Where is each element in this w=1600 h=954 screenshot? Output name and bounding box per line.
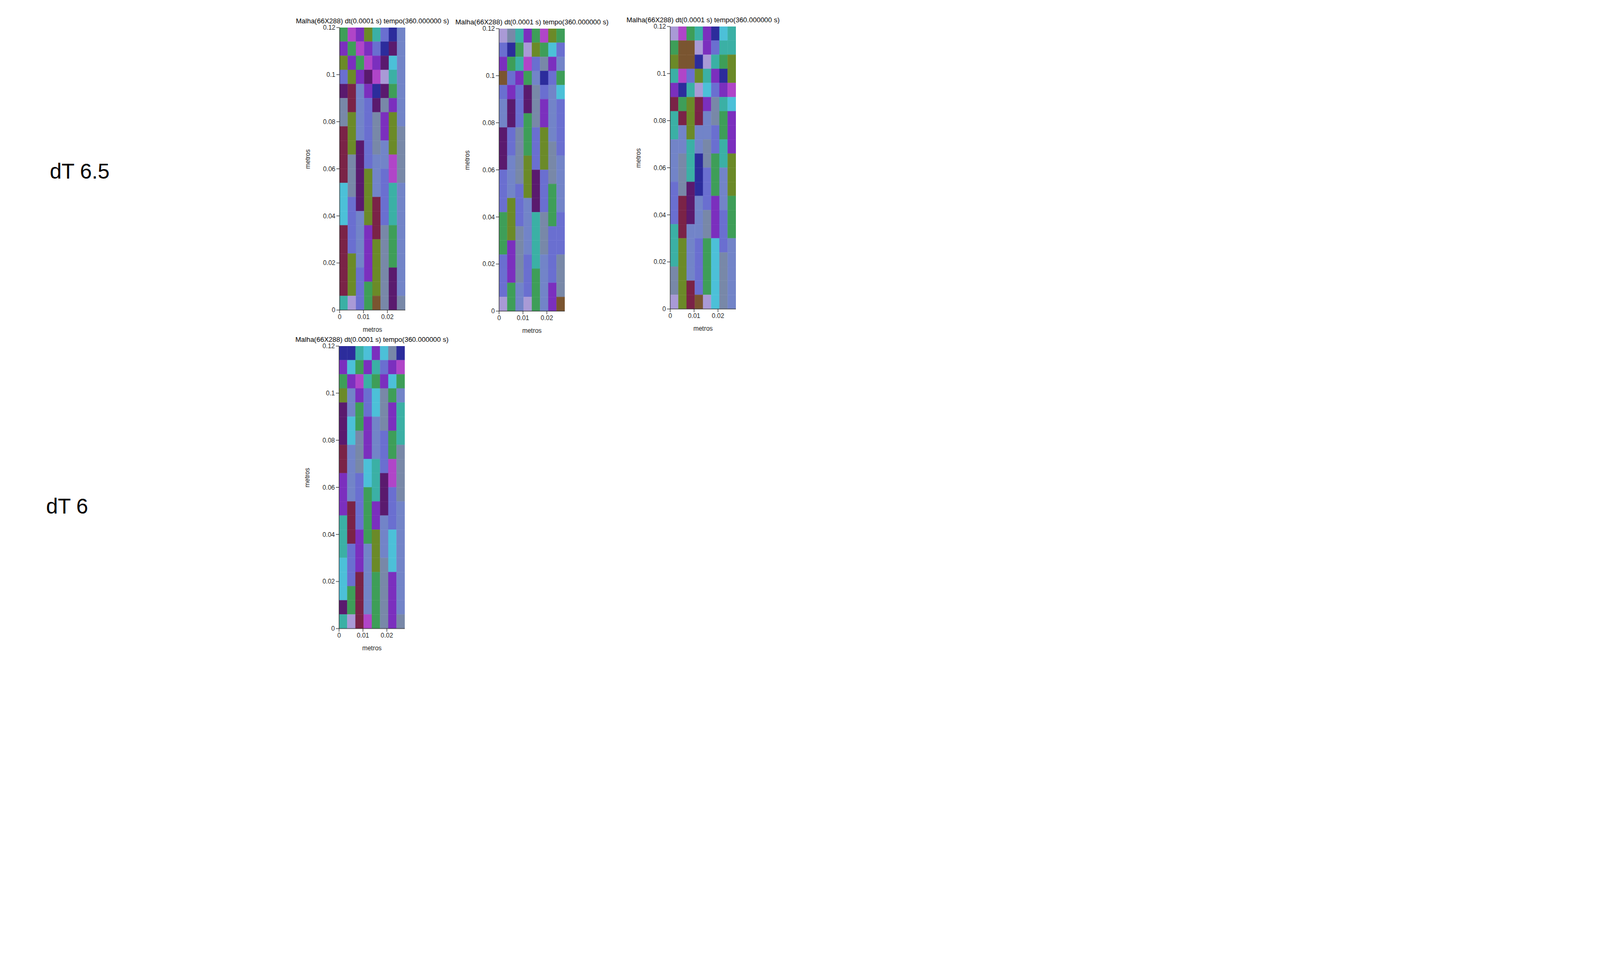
svg-text:0.06: 0.06 — [482, 166, 496, 174]
svg-text:0.04: 0.04 — [653, 211, 667, 219]
svg-text:0.08: 0.08 — [482, 119, 496, 127]
svg-text:0.02: 0.02 — [482, 260, 496, 268]
svg-text:0.1: 0.1 — [656, 69, 666, 78]
html-text:Malha(66X288) dt(0.0001 s) tem: Malha(66X288) dt(0.0001 s) tempo(360.000… — [295, 16, 450, 25]
svg-text:0.1: 0.1 — [485, 72, 495, 80]
svg-text:0.02: 0.02 — [653, 258, 667, 266]
html-text:dT 6.5: dT 6.5 — [49, 159, 110, 183]
svg-text:0.01: 0.01 — [687, 312, 701, 320]
svg-text:0.1: 0.1 — [326, 70, 336, 79]
svg-text:0.02: 0.02 — [322, 577, 336, 585]
svg-text:metros: metros — [362, 325, 383, 334]
svg-text:0.01: 0.01 — [356, 631, 370, 639]
svg-text:0.04: 0.04 — [482, 213, 496, 221]
svg-text:0.06: 0.06 — [322, 483, 336, 492]
svg-text:0: 0 — [331, 306, 336, 314]
svg-text:0.02: 0.02 — [712, 312, 725, 320]
svg-text:metros: metros — [303, 467, 311, 488]
svg-text:0.02: 0.02 — [323, 259, 336, 267]
svg-text:0.08: 0.08 — [322, 436, 336, 444]
svg-text:0.08: 0.08 — [323, 118, 336, 126]
svg-text:0.1: 0.1 — [325, 389, 335, 397]
svg-text:0.02: 0.02 — [381, 313, 395, 321]
svg-text:0: 0 — [491, 307, 495, 315]
svg-text:metros: metros — [304, 149, 312, 170]
svg-text:0: 0 — [668, 312, 673, 320]
svg-text:0.06: 0.06 — [323, 165, 336, 173]
html-text:dT 6: dT 6 — [46, 494, 89, 518]
svg-text:0: 0 — [331, 624, 335, 633]
svg-text:0.02: 0.02 — [540, 314, 554, 322]
svg-text:0.01: 0.01 — [516, 314, 530, 322]
svg-text:metros: metros — [362, 644, 382, 652]
svg-text:0.02: 0.02 — [380, 631, 394, 639]
svg-text:0.01: 0.01 — [357, 313, 370, 321]
html-text:Malha(66X288) dt(0.0001 s) tem: Malha(66X288) dt(0.0001 s) tempo(360.000… — [626, 15, 780, 24]
svg-text:0.04: 0.04 — [322, 530, 336, 539]
svg-text:0.06: 0.06 — [653, 164, 667, 172]
html-text:Malha(66X288) dt(0.0001 s) tem: Malha(66X288) dt(0.0001 s) tempo(360.000… — [295, 335, 449, 344]
svg-text:metros: metros — [634, 148, 643, 168]
svg-text:0.12: 0.12 — [482, 24, 496, 33]
svg-text:metros: metros — [463, 150, 471, 171]
svg-text:0.04: 0.04 — [323, 212, 336, 220]
svg-text:0: 0 — [662, 305, 666, 313]
svg-text:0: 0 — [337, 631, 342, 639]
svg-text:metros: metros — [522, 326, 542, 335]
svg-text:0.12: 0.12 — [653, 22, 667, 31]
html-text:Malha(66X288) dt(0.0001 s) tem: Malha(66X288) dt(0.0001 s) tempo(360.000… — [455, 18, 609, 26]
svg-text:0: 0 — [338, 313, 342, 321]
svg-text:0.12: 0.12 — [323, 23, 336, 32]
svg-text:metros: metros — [693, 324, 714, 333]
svg-text:0.12: 0.12 — [322, 342, 336, 350]
svg-text:0.08: 0.08 — [653, 117, 667, 125]
svg-text:0: 0 — [497, 314, 502, 322]
